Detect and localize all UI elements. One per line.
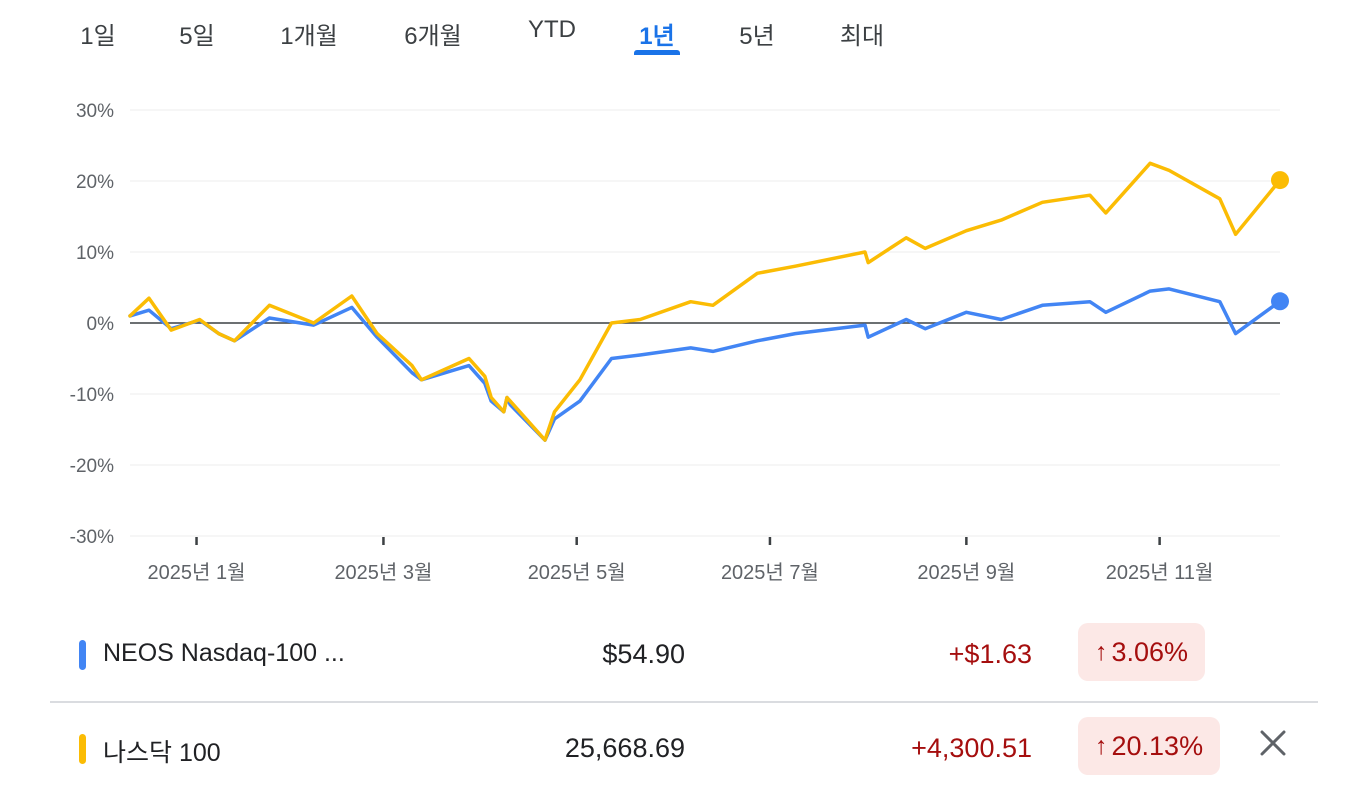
tab-max[interactable]: 최대 (839, 23, 885, 50)
range-tabs: 1일 5일 1개월 6개월 YTD 1년 5년 최대 (0, 0, 1363, 70)
series-line-nasdaq100 (128, 161, 1282, 442)
y-tick-label: -20% (70, 456, 114, 477)
y-tick-label: 20% (76, 172, 114, 193)
active-tab-indicator (634, 50, 680, 55)
y-tick-label: -30% (70, 527, 114, 548)
series-end-marker-neos (1271, 292, 1289, 311)
comparison-line-chart: 30% 20% 10% 0% -10% -20% -30% 2025년 1월 2025년 3월 2… (70, 101, 1289, 584)
series-color-swatch (79, 640, 86, 670)
series-color-swatch (79, 734, 86, 764)
instrument-price: $54.90 (602, 639, 685, 669)
y-tick-label: 0% (87, 314, 115, 335)
chart-axes: 30% 20% 10% 0% -10% -20% -30% 2025년 1월 2025년 3월 2… (70, 101, 1214, 584)
y-tick-label: 30% (76, 101, 114, 122)
tab-1-year[interactable]: 1년 (639, 23, 675, 50)
price-change: +4,300.51 (911, 733, 1032, 763)
instrument-price: 25,668.69 (564, 733, 685, 763)
arrow-up-icon: ↑ (1095, 731, 1108, 760)
percent-change-badge: ↑ 3.06% (1078, 623, 1206, 681)
arrow-up-icon: ↑ (1095, 637, 1108, 666)
y-tick-label: 10% (76, 243, 114, 264)
x-tick-label: 2025년 5월 (528, 561, 626, 584)
percent-change-badge: ↑ 20.13% (1078, 717, 1221, 775)
x-tick-label: 2025년 11월 (1106, 561, 1214, 584)
tab-1-month[interactable]: 1개월 (280, 23, 338, 50)
x-tick-label: 2025년 3월 (334, 561, 432, 584)
comparison-row-nasdaq100[interactable]: 나스닥 100 25,668.69 +4,300.51 ↑ 20.13% (50, 703, 1318, 795)
close-icon[interactable] (1255, 725, 1291, 761)
price-change: +$1.63 (948, 639, 1032, 669)
tab-5-day[interactable]: 5일 (179, 23, 215, 50)
chart-series (128, 161, 1289, 442)
instrument-name: NEOS Nasdaq-100 ... (103, 639, 345, 667)
x-tick-label: 2025년 9월 (917, 561, 1015, 584)
tab-ytd[interactable]: YTD (528, 16, 576, 43)
percent-change-value: 3.06% (1111, 636, 1189, 667)
tab-1-day[interactable]: 1일 (80, 23, 116, 50)
tab-5-year[interactable]: 5년 (739, 23, 775, 50)
tab-6-month[interactable]: 6개월 (404, 23, 462, 50)
series-line-neos (128, 287, 1282, 442)
percent-change-value: 20.13% (1111, 730, 1204, 761)
x-tick-label: 2025년 1월 (148, 561, 246, 584)
series-end-marker-nasdaq100 (1271, 171, 1289, 190)
instrument-name: 나스닥 100 (103, 739, 221, 767)
comparison-row-neos[interactable]: NEOS Nasdaq-100 ... $54.90 +$1.63 ↑ 3.06… (50, 609, 1318, 703)
x-tick-label: 2025년 7월 (721, 561, 819, 584)
y-tick-label: -10% (70, 385, 114, 406)
